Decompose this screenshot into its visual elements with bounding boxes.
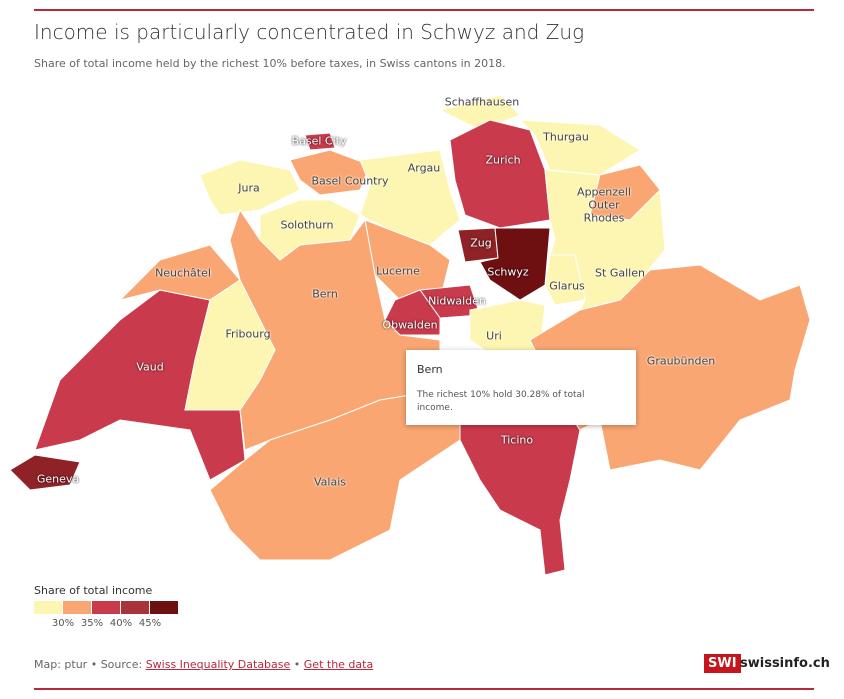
canton-label: Thurgau [543, 130, 589, 144]
legend-tick: 45% [138, 618, 162, 629]
separator: • [293, 658, 301, 671]
canton-label: Graubünden [646, 354, 716, 368]
legend-tick: 35% [80, 618, 104, 629]
legend-tick: 30% [51, 618, 75, 629]
footer: Map: ptur • Source: Swiss Inequality Dat… [34, 658, 373, 671]
credit: Map: ptur • Source: [34, 658, 143, 671]
brand-badge: SWI [704, 654, 741, 673]
canton-label: Solothurn [280, 218, 334, 232]
canton[interactable] [184, 279, 276, 411]
canton-label: Fribourg [225, 327, 271, 341]
canton[interactable] [438, 94, 521, 131]
legend-swatch [34, 601, 62, 614]
data-link[interactable]: Get the data [303, 658, 374, 671]
canton[interactable] [479, 227, 551, 301]
legend-swatch [121, 601, 149, 614]
canton-label: Argau [407, 161, 441, 175]
canton-label: Appenzell Outer Rhodes [577, 185, 631, 225]
canton[interactable] [9, 454, 81, 491]
canton-label: Bern [312, 287, 338, 301]
canton-label: Lucerne [376, 264, 420, 278]
legend-title: Share of total income [34, 584, 153, 597]
canton-label: Glarus [549, 279, 585, 293]
canton-label: Zurich [485, 153, 521, 167]
canton-label: Zug [470, 236, 492, 250]
legend-swatch [63, 601, 91, 614]
canton-label: Schaffhausen [444, 95, 520, 109]
canton-label: Neuchâtel [155, 266, 211, 280]
canton-label: Valais [314, 475, 346, 489]
canton-label: St Gallen [595, 266, 645, 280]
title: Income is particularly concentrated in S… [34, 20, 585, 44]
canton-label: Uri [486, 329, 502, 343]
legend-tick: 40% [109, 618, 133, 629]
canton-label: Vaud [136, 360, 164, 374]
subtitle: Share of total income held by the riches… [34, 57, 506, 70]
bottom-rule [34, 688, 814, 690]
tooltip-title: Bern [417, 363, 443, 376]
canton[interactable] [289, 149, 371, 196]
canton-label: Basel Country [311, 174, 389, 188]
legend-swatch [92, 601, 120, 614]
brand-name: swissinfo.ch [740, 656, 830, 671]
canton-label: Nidwalden [428, 294, 486, 308]
canton[interactable] [304, 132, 336, 151]
canton-label: Obwalden [382, 318, 438, 332]
canton[interactable] [589, 164, 661, 221]
canton-label: Ticino [500, 433, 534, 447]
tooltip-text: The richest 10% hold 30.28% of total inc… [417, 390, 585, 413]
canton-label: Schwyz [487, 265, 529, 279]
tooltip: Bern The richest 10% hold 30.28% of tota… [406, 350, 636, 425]
canton-label: Basel City [291, 134, 347, 148]
legend-swatch [150, 601, 178, 614]
top-rule [34, 9, 814, 11]
canton-label: Geneva [36, 472, 80, 486]
source-link[interactable]: Swiss Inequality Database [145, 658, 291, 671]
canton[interactable] [199, 159, 301, 216]
canton-label: Jura [238, 181, 260, 195]
